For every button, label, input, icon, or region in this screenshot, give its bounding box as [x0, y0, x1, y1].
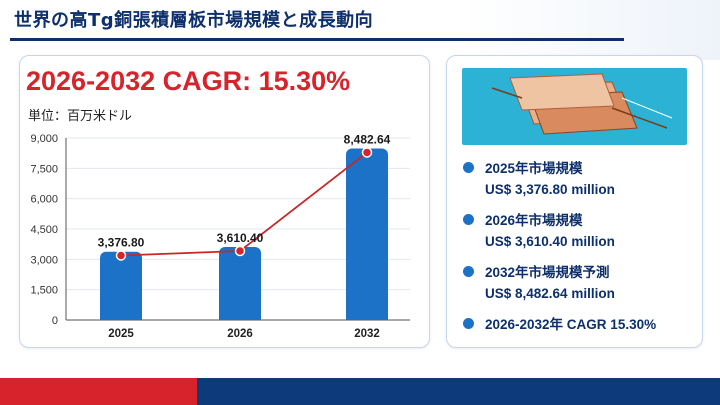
data-label: 8,482.64 — [344, 132, 391, 146]
y-tick-label: 3,000 — [30, 254, 58, 266]
x-tick-label: 2025 — [108, 328, 134, 340]
laminate-sheets-image — [462, 68, 687, 145]
bar-base — [219, 314, 261, 320]
data-point — [234, 245, 246, 257]
footer-red-band — [0, 378, 197, 405]
bullet-dot — [463, 318, 474, 329]
page-title: 世界の高Tg銅張積層板市場規模と成長動向 — [14, 10, 374, 31]
y-tick-label: 9,000 — [30, 133, 58, 145]
stat-label: 2025年市場規模 — [485, 161, 583, 176]
title-underline — [10, 38, 624, 41]
bar — [219, 246, 261, 320]
x-tick-label: 2026 — [227, 328, 253, 340]
stat-item: 2032年市場規模予測 US$ 8,482.64 million — [463, 262, 695, 304]
stat-value: US$ 8,482.64 million — [485, 286, 615, 301]
stat-label: 2032年市場規模予測 — [485, 265, 610, 280]
bar — [346, 148, 388, 320]
bar-base — [100, 314, 142, 320]
stat-label: 2026年市場規模 — [485, 213, 583, 228]
y-tick-label: 1,500 — [30, 285, 58, 297]
y-tick-label: 0 — [52, 315, 58, 327]
data-point — [115, 250, 127, 261]
data-label: 3,376.80 — [98, 235, 145, 249]
x-tick-label: 2032 — [354, 328, 380, 340]
bullet-dot — [463, 266, 474, 277]
y-tick-label: 7,500 — [30, 163, 58, 175]
data-point — [361, 147, 373, 158]
bar-base — [346, 314, 388, 320]
data-label: 3,610.40 — [217, 231, 264, 245]
stats-list: 2025年市場規模 US$ 3,376.80 million 2026年市場規模… — [463, 158, 695, 345]
stat-label: 2026-2032年 CAGR 15.30% — [485, 317, 657, 332]
y-tick-label: 6,000 — [30, 194, 58, 206]
bar — [100, 251, 142, 320]
cagr-headline: 2026-2032 CAGR: 15.30% — [26, 66, 351, 96]
unit-label: 単位：百万米ドル — [28, 109, 133, 124]
stat-value: US$ 3,610.40 million — [485, 234, 615, 249]
bullet-dot — [463, 162, 474, 173]
stat-item: 2025年市場規模 US$ 3,376.80 million — [463, 158, 695, 200]
footer-blue-band — [197, 378, 720, 405]
stat-value: US$ 3,376.80 million — [485, 182, 615, 197]
laminate-illustration — [491, 73, 673, 135]
y-tick-label: 4,500 — [30, 224, 58, 236]
stat-item: 2026年市場規模 US$ 3,610.40 million — [463, 210, 695, 252]
stat-item: 2026-2032年 CAGR 15.30% — [463, 314, 695, 335]
bullet-dot — [463, 214, 474, 225]
header-background — [460, 0, 720, 60]
